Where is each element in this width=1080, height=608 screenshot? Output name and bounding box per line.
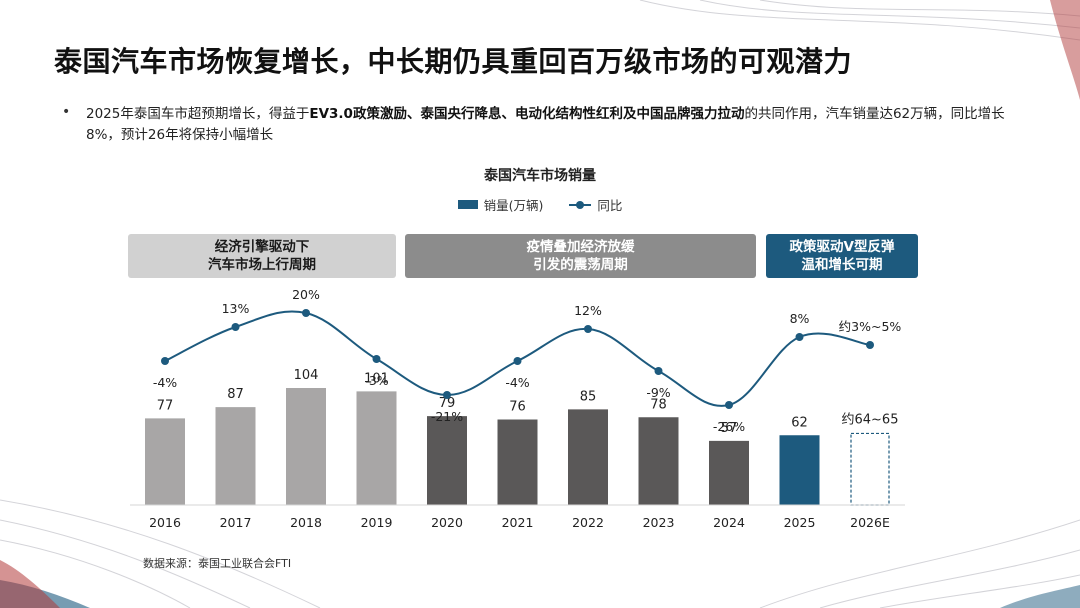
bar-label-2017: 87 (227, 387, 244, 402)
bar-label-2016: 77 (157, 398, 174, 413)
x-tick-2022: 2022 (572, 515, 604, 530)
legend-label-yoy: 同比 (597, 198, 623, 213)
x-tick-2020: 2020 (431, 515, 463, 530)
bar-label-2025: 62 (791, 415, 808, 430)
bar-2017 (215, 407, 256, 505)
bullet-text-suffix: 的共同作用，汽车销量达62万辆，同比增长8%，预计26年将保持小幅增长 (86, 106, 1005, 143)
yoy-label-2017: 13% (222, 301, 250, 316)
chart-title: 泰国汽车市场销量 (484, 168, 596, 184)
yoy-label-2026E: 约3%~5% (839, 319, 902, 334)
yoy-point-2026E (866, 341, 874, 349)
bar-2022 (568, 409, 608, 505)
yoy-label-2018: 20% (292, 287, 320, 302)
bar-label-2026E: 约64~65 (842, 412, 899, 427)
bar-2018 (286, 388, 326, 505)
x-tick-2019: 2019 (361, 515, 393, 530)
chart-legend: 销量(万辆) 同比 (0, 195, 1080, 214)
x-tick-2017: 2017 (220, 515, 252, 530)
yoy-label-2019: -3% (364, 373, 388, 388)
bar-label-2020: 79 (439, 396, 456, 411)
x-tick-2021: 2021 (502, 515, 534, 530)
legend-line-swatch (569, 200, 592, 210)
bullet-text-bold: EV3.0政策激励、泰国央行降息、电动化结构性红利及中国品牌强力拉动 (309, 106, 745, 122)
page-title: 泰国汽车市场恢复增长，中长期仍具重回百万级市场的可观潜力 (54, 45, 853, 78)
yoy-point-2023 (654, 367, 663, 375)
x-tick-2018: 2018 (290, 515, 322, 530)
x-tick-2026E: 2026E (850, 515, 890, 530)
x-tick-2016: 2016 (149, 515, 181, 530)
phase-box-volatility: 疫情叠加经济放缓 引发的震荡周期 (405, 234, 756, 278)
bar-2024 (709, 440, 749, 505)
yoy-label-2021: -4% (505, 375, 529, 390)
summary-bullet: 2025年泰国车市超预期增长，得益于EV3.0政策激励、泰国央行降息、电动化结构… (86, 104, 1036, 146)
bar-2023 (638, 417, 679, 505)
bar-label-2022: 85 (580, 389, 597, 404)
bar-label-2021: 76 (509, 400, 526, 415)
bullet-text-prefix: 2025年泰国车市超预期增长，得益于 (86, 106, 310, 122)
bar-label-2023: 78 (650, 397, 667, 412)
yoy-label-2022: 12% (574, 303, 602, 318)
yoy-point-2016 (161, 357, 169, 365)
bar-label-2018: 104 (294, 368, 319, 383)
x-tick-2023: 2023 (643, 515, 675, 530)
bar-2016 (145, 418, 185, 505)
bar-2019 (356, 391, 397, 505)
legend-item-yoy: 同比 (569, 195, 622, 214)
yoy-point-2017 (231, 323, 240, 331)
yoy-point-2018 (302, 309, 310, 317)
yoy-point-2021 (513, 357, 522, 365)
yoy-label-2020: -21% (431, 409, 463, 424)
legend-bar-swatch (457, 200, 478, 209)
yoy-label-2024: -26% (713, 419, 745, 434)
data-source-note: 数据来源：泰国工业联合会FTI (143, 557, 292, 570)
bullet-marker: • (62, 104, 71, 120)
x-tick-2025: 2025 (784, 515, 816, 530)
bar-2026E (850, 432, 890, 506)
bar-2025 (779, 435, 820, 505)
yoy-point-2022 (584, 325, 592, 333)
yoy-label-2016: -4% (153, 375, 177, 390)
yoy-point-2024 (725, 401, 733, 409)
yoy-point-2020 (443, 391, 451, 399)
phase-box-rebound: 政策驱动V型反弹 温和增长可期 (766, 234, 918, 278)
legend-label-sales: 销量(万辆) (483, 198, 544, 213)
bar-2020 (427, 416, 467, 505)
yoy-point-2025 (795, 333, 804, 341)
bar-2021 (497, 419, 538, 505)
legend-item-sales: 销量(万辆) (457, 195, 544, 214)
bar-label-2019: 101 (364, 371, 389, 386)
yoy-label-2025: 8% (790, 311, 810, 326)
bar-label-2024: 57 (721, 421, 738, 436)
yoy-point-2019 (372, 355, 381, 363)
x-tick-2024: 2024 (713, 515, 745, 530)
phase-box-upcycle: 经济引擎驱动下 汽车市场上行周期 (128, 234, 396, 278)
yoy-label-2023: -9% (646, 385, 670, 400)
